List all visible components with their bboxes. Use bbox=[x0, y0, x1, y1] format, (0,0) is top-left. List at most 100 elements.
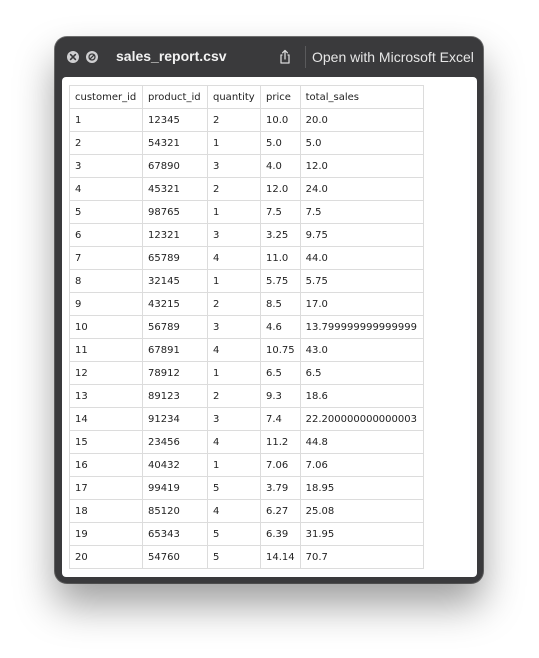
table-cell: 5 bbox=[207, 545, 261, 569]
table-cell: 12 bbox=[69, 361, 143, 385]
table-row: 8 32145 1 5.75 5.75 bbox=[69, 269, 424, 293]
share-icon bbox=[280, 49, 290, 64]
table-cell: 5 bbox=[207, 522, 261, 546]
table-cell: 65343 bbox=[142, 522, 208, 546]
table-cell: 12345 bbox=[142, 108, 208, 132]
table-cell: 91234 bbox=[142, 407, 208, 431]
table-cell: 11.0 bbox=[260, 246, 301, 270]
table-row: 7 65789 4 11.0 44.0 bbox=[69, 246, 424, 270]
table-row: 3 67890 3 4.0 12.0 bbox=[69, 154, 424, 178]
table-cell: 6.27 bbox=[260, 499, 301, 523]
table-cell: 20.0 bbox=[299, 108, 424, 132]
table-cell: 2 bbox=[69, 131, 143, 155]
table-cell: 40432 bbox=[142, 453, 208, 477]
table-cell: 5.0 bbox=[299, 131, 424, 155]
table-cell: 14.14 bbox=[260, 545, 301, 569]
column-header: total_sales bbox=[299, 85, 424, 109]
column-header: customer_id bbox=[69, 85, 143, 109]
window-title: sales_report.csv bbox=[116, 48, 227, 64]
table-cell: 9.75 bbox=[299, 223, 424, 247]
table-cell: 3.25 bbox=[260, 223, 301, 247]
table-cell: 3 bbox=[207, 154, 261, 178]
table-row: 10 56789 3 4.6 13.799999999999999 bbox=[69, 315, 424, 339]
table-cell: 56789 bbox=[142, 315, 208, 339]
table-cell: 43215 bbox=[142, 292, 208, 316]
table-cell: 89123 bbox=[142, 384, 208, 408]
column-header: quantity bbox=[207, 85, 261, 109]
table-row: 5 98765 1 7.5 7.5 bbox=[69, 200, 424, 224]
table-cell: 1 bbox=[69, 108, 143, 132]
table-cell: 32145 bbox=[142, 269, 208, 293]
table-cell: 9.3 bbox=[260, 384, 301, 408]
table-cell: 7.5 bbox=[299, 200, 424, 224]
close-button[interactable] bbox=[67, 51, 79, 63]
table-cell: 10.0 bbox=[260, 108, 301, 132]
open-with-excel-button[interactable]: Open with Microsoft Excel bbox=[305, 46, 476, 68]
table-cell: 18.6 bbox=[299, 384, 424, 408]
table-row: 16 40432 1 7.06 7.06 bbox=[69, 453, 424, 477]
table-cell: 1 bbox=[207, 200, 261, 224]
table-cell: 5.75 bbox=[260, 269, 301, 293]
table-cell: 10 bbox=[69, 315, 143, 339]
title-bar[interactable]: sales_report.csv Open with Microsoft Exc… bbox=[55, 37, 483, 77]
table-cell: 25.08 bbox=[299, 499, 424, 523]
table-cell: 13 bbox=[69, 384, 143, 408]
table-cell: 8.5 bbox=[260, 292, 301, 316]
share-button[interactable] bbox=[274, 46, 296, 68]
table-cell: 98765 bbox=[142, 200, 208, 224]
table-cell: 67890 bbox=[142, 154, 208, 178]
table-cell: 5.75 bbox=[299, 269, 424, 293]
table-row: 20 54760 5 14.14 70.7 bbox=[69, 545, 424, 569]
table-cell: 70.7 bbox=[299, 545, 424, 569]
csv-preview-area[interactable]: customer_id product_id quantity price to… bbox=[62, 77, 477, 577]
table-cell: 7.5 bbox=[260, 200, 301, 224]
table-cell: 14 bbox=[69, 407, 143, 431]
column-header: product_id bbox=[142, 85, 208, 109]
table-row: 11 67891 4 10.75 43.0 bbox=[69, 338, 424, 362]
table-cell: 78912 bbox=[142, 361, 208, 385]
table-cell: 44.0 bbox=[299, 246, 424, 270]
table-cell: 43.0 bbox=[299, 338, 424, 362]
table-cell: 4.0 bbox=[260, 154, 301, 178]
table-cell: 6.5 bbox=[299, 361, 424, 385]
table-cell: 45321 bbox=[142, 177, 208, 201]
table-cell: 44.8 bbox=[299, 430, 424, 454]
table-cell: 4 bbox=[207, 338, 261, 362]
table-cell: 4 bbox=[207, 246, 261, 270]
table-cell: 16 bbox=[69, 453, 143, 477]
table-cell: 65789 bbox=[142, 246, 208, 270]
table-row: 12 78912 1 6.5 6.5 bbox=[69, 361, 424, 385]
table-cell: 3 bbox=[69, 154, 143, 178]
table-row: 1 12345 2 10.0 20.0 bbox=[69, 108, 424, 132]
table-cell: 3 bbox=[207, 315, 261, 339]
table-cell: 85120 bbox=[142, 499, 208, 523]
fullscreen-disabled-button[interactable] bbox=[86, 51, 98, 63]
table-cell: 9 bbox=[69, 292, 143, 316]
table-header-row: customer_id product_id quantity price to… bbox=[69, 85, 424, 109]
table-cell: 5 bbox=[69, 200, 143, 224]
table-cell: 5.0 bbox=[260, 131, 301, 155]
table-row: 6 12321 3 3.25 9.75 bbox=[69, 223, 424, 247]
table-cell: 54760 bbox=[142, 545, 208, 569]
csv-table: customer_id product_id quantity price to… bbox=[69, 85, 424, 569]
table-row: 2 54321 1 5.0 5.0 bbox=[69, 131, 424, 155]
table-cell: 54321 bbox=[142, 131, 208, 155]
column-header: price bbox=[260, 85, 301, 109]
table-cell: 19 bbox=[69, 522, 143, 546]
table-cell: 11.2 bbox=[260, 430, 301, 454]
table-cell: 22.200000000000003 bbox=[299, 407, 424, 431]
table-row: 19 65343 5 6.39 31.95 bbox=[69, 522, 424, 546]
table-cell: 12321 bbox=[142, 223, 208, 247]
table-cell: 4 bbox=[207, 430, 261, 454]
table-cell: 3.79 bbox=[260, 476, 301, 500]
quick-look-window: sales_report.csv Open with Microsoft Exc… bbox=[55, 37, 483, 583]
table-cell: 31.95 bbox=[299, 522, 424, 546]
close-icon bbox=[69, 53, 77, 61]
table-cell: 4 bbox=[69, 177, 143, 201]
table-cell: 99419 bbox=[142, 476, 208, 500]
table-cell: 12.0 bbox=[299, 154, 424, 178]
table-cell: 18.95 bbox=[299, 476, 424, 500]
table-cell: 10.75 bbox=[260, 338, 301, 362]
table-cell: 3 bbox=[207, 407, 261, 431]
table-cell: 8 bbox=[69, 269, 143, 293]
